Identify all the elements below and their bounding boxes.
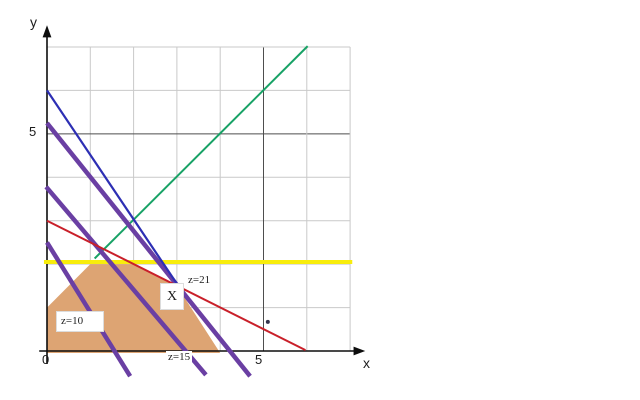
line-blue-constraint: [46, 89, 183, 291]
x-axis-arrow-icon: [353, 346, 366, 356]
y-axis-tick-5: 5: [29, 124, 37, 139]
line-iso-profit-z21: [45, 121, 252, 378]
line-green-constraint: [93, 45, 309, 260]
iso-line-label-z15: z=15: [166, 351, 193, 364]
y-axis-arrow-icon: [42, 25, 52, 38]
line-iso-profit-z10: [45, 241, 133, 378]
line-iso-profit-z15: [44, 185, 208, 377]
x-axis-tick-5: 5: [255, 352, 263, 367]
y-axis-label: y: [30, 14, 37, 30]
iso-line-label-z10: z=10: [56, 311, 104, 332]
origin-tick-label: 0: [42, 352, 50, 367]
x-axis-label: x: [363, 355, 370, 371]
stray-point: [265, 319, 270, 324]
iso-line-label-z21: z=21: [186, 274, 213, 287]
optimum-marker-label: X: [160, 283, 184, 310]
